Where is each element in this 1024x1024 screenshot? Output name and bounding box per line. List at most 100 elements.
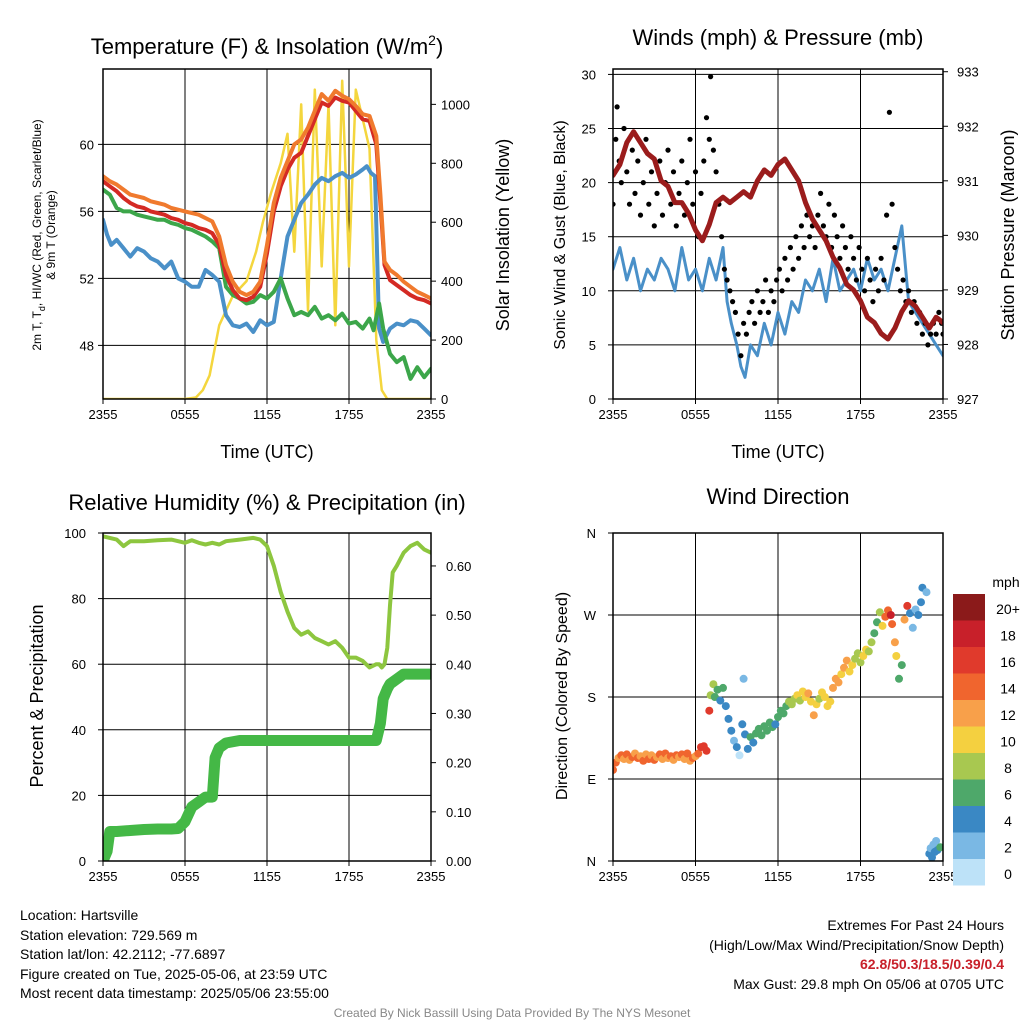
- humidity-panel: Relative Humidity (%) & Precipitation (i…: [27, 490, 471, 884]
- temperature-title: Temperature (F) & Insolation (W/m2): [91, 32, 444, 59]
- direction-point: [897, 661, 906, 670]
- plot-frame: [102, 68, 432, 400]
- gust-point: [646, 201, 652, 207]
- colorbar-swatch: [953, 594, 985, 621]
- temperature-xlabel: Time (UTC): [220, 442, 313, 462]
- wind-direction-ylabel: Direction (Colored By Speed): [554, 592, 571, 800]
- gust-point: [752, 320, 758, 326]
- gust-point: [914, 320, 920, 326]
- colorbar-swatch: [953, 779, 985, 806]
- gust-point: [837, 255, 843, 261]
- winds-ylabel-left: Sonic Wind & Gust (Blue, Black): [552, 120, 569, 349]
- y-tick-label-right: 930: [957, 228, 979, 243]
- extremes-values: 62.8/50.3/18.5/0.39/0.4: [859, 956, 1004, 972]
- gust-point: [793, 234, 799, 240]
- gust-point: [676, 190, 682, 196]
- gust-point: [760, 299, 766, 305]
- colorbar-label: 10: [1000, 734, 1016, 750]
- colorbar-swatch: [953, 806, 985, 833]
- direction-tick-label: N: [587, 526, 596, 541]
- gust-point: [654, 190, 660, 196]
- temperature-ylabel-left-line2: & 9m T (Orange): [44, 190, 58, 280]
- gust-point: [618, 180, 624, 186]
- gust-point: [897, 288, 904, 294]
- station-location: Location: Hartsville: [20, 907, 139, 923]
- colorbar-label: 20+: [996, 601, 1020, 617]
- gust-point: [659, 212, 666, 218]
- direction-tick-label: W: [584, 608, 597, 623]
- direction-point: [829, 683, 837, 692]
- direction-point: [738, 720, 747, 729]
- colorbar-label: 12: [1000, 707, 1016, 723]
- gust-point: [643, 136, 649, 142]
- gust-point: [746, 309, 752, 315]
- figure-created: Figure created on Tue, 2025-05-06, at 23…: [20, 965, 328, 982]
- direction-point: [743, 744, 752, 753]
- y-tick-label-left: 0: [589, 392, 596, 407]
- y-tick-label-left: 30: [582, 67, 596, 82]
- gust-point: [873, 266, 879, 272]
- x-tick-label: 2355: [89, 407, 118, 422]
- gust-point: [673, 223, 679, 229]
- colorbar-label: 6: [1004, 787, 1012, 803]
- direction-tick-label: S: [587, 690, 596, 705]
- direction-point: [878, 621, 887, 630]
- precipitation-line: [103, 668, 431, 861]
- gust-point: [648, 169, 655, 175]
- y-tick-label-right: 0.50: [446, 608, 471, 623]
- plot-frame: [612, 68, 944, 400]
- gust-point: [754, 288, 761, 294]
- x-tick-label: 2355: [599, 869, 628, 884]
- direction-point: [848, 661, 857, 670]
- x-tick-label: 0555: [171, 869, 200, 884]
- temperature-ylabel-left: 2m T, Td, HI/WC (Red, Green, Scarlet/Blu…: [30, 119, 47, 350]
- gust-point: [892, 244, 898, 251]
- y-tick-label-left: 10: [582, 284, 596, 299]
- gust-point: [626, 201, 633, 207]
- gust-point: [925, 342, 931, 348]
- gust-point: [635, 158, 641, 164]
- gust-point: [732, 309, 739, 315]
- y-tick-label-left: 20: [582, 176, 596, 191]
- gust-point: [900, 277, 906, 283]
- y-tick-label-right: 600: [441, 215, 463, 230]
- x-tick-label: 2355: [417, 407, 446, 422]
- gust-point: [875, 288, 882, 294]
- x-tick-label: 0555: [681, 869, 710, 884]
- credit-line: Created By Nick Bassill Using Data Provi…: [333, 1006, 691, 1020]
- colorbar-swatch: [953, 753, 985, 780]
- relative-humidity-line: [103, 534, 431, 670]
- direction-point: [716, 696, 725, 705]
- direction-points: [613, 583, 943, 861]
- y-tick-label-right: 932: [957, 119, 979, 134]
- y-tick-label-right: 929: [957, 283, 979, 298]
- gust-point: [708, 74, 714, 80]
- gust-point: [698, 190, 704, 196]
- direction-point: [727, 726, 736, 735]
- y-tick-label-left: 25: [582, 122, 596, 137]
- direction-point: [890, 638, 899, 647]
- insolation-ylabel-right: Solar Insolation (Yellow): [493, 139, 513, 331]
- y-tick-label-left: 48: [80, 338, 94, 353]
- direction-point: [895, 674, 903, 683]
- wind-direction-title: Wind Direction: [706, 484, 849, 509]
- gust-point: [665, 147, 671, 153]
- colorbar-label: 14: [1000, 681, 1016, 697]
- station-info: Location: Hartsville Station elevation: …: [20, 906, 329, 1004]
- direction-point: [779, 709, 788, 718]
- gust-point: [787, 244, 794, 251]
- y-tick-label-left: 5: [589, 338, 596, 353]
- gust-point: [785, 277, 791, 283]
- direction-point: [892, 652, 901, 660]
- direction-tick-label: E: [587, 772, 596, 787]
- gust-point: [936, 309, 942, 315]
- temperature-panel: Temperature (F) & Insolation (W/m2) Time…: [30, 32, 513, 462]
- gust-point: [933, 331, 939, 337]
- gust-point: [895, 266, 901, 272]
- gust-point: [703, 115, 710, 121]
- gust-point: [908, 309, 915, 315]
- gust-point: [706, 136, 712, 142]
- colorbar-swatch: [953, 726, 985, 753]
- direction-point: [856, 658, 865, 667]
- direction-point: [735, 751, 744, 760]
